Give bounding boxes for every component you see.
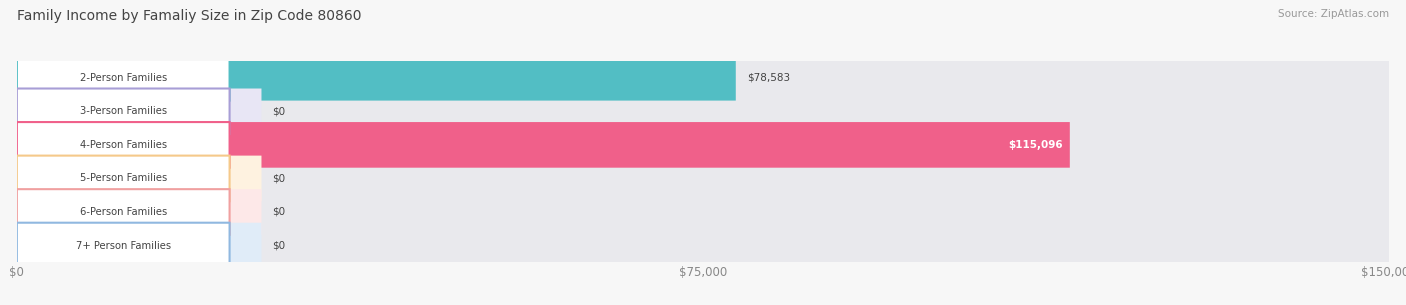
Text: 6-Person Families: 6-Person Families — [80, 207, 167, 217]
FancyBboxPatch shape — [17, 122, 1389, 168]
FancyBboxPatch shape — [17, 88, 262, 134]
FancyBboxPatch shape — [17, 122, 229, 168]
Text: $78,583: $78,583 — [747, 73, 790, 83]
FancyBboxPatch shape — [17, 88, 229, 134]
Text: 5-Person Families: 5-Person Families — [80, 174, 167, 183]
FancyBboxPatch shape — [17, 156, 262, 201]
FancyBboxPatch shape — [17, 55, 229, 101]
Text: 2-Person Families: 2-Person Families — [80, 73, 167, 83]
FancyBboxPatch shape — [17, 223, 262, 268]
FancyBboxPatch shape — [17, 122, 1070, 168]
Text: 7+ Person Families: 7+ Person Families — [76, 241, 170, 250]
FancyBboxPatch shape — [17, 189, 262, 235]
FancyBboxPatch shape — [17, 189, 1389, 235]
FancyBboxPatch shape — [17, 55, 1389, 101]
Text: 3-Person Families: 3-Person Families — [80, 106, 167, 116]
Text: $115,096: $115,096 — [1008, 140, 1063, 150]
Text: Family Income by Famaliy Size in Zip Code 80860: Family Income by Famaliy Size in Zip Cod… — [17, 9, 361, 23]
Text: 4-Person Families: 4-Person Families — [80, 140, 167, 150]
Text: $0: $0 — [273, 106, 285, 116]
FancyBboxPatch shape — [17, 189, 229, 235]
Text: $0: $0 — [273, 207, 285, 217]
Text: Source: ZipAtlas.com: Source: ZipAtlas.com — [1278, 9, 1389, 19]
FancyBboxPatch shape — [17, 223, 1389, 268]
FancyBboxPatch shape — [17, 156, 229, 201]
FancyBboxPatch shape — [17, 223, 229, 268]
Text: $0: $0 — [273, 241, 285, 250]
FancyBboxPatch shape — [17, 156, 1389, 201]
FancyBboxPatch shape — [17, 55, 735, 101]
Text: $0: $0 — [273, 174, 285, 183]
FancyBboxPatch shape — [17, 88, 1389, 134]
